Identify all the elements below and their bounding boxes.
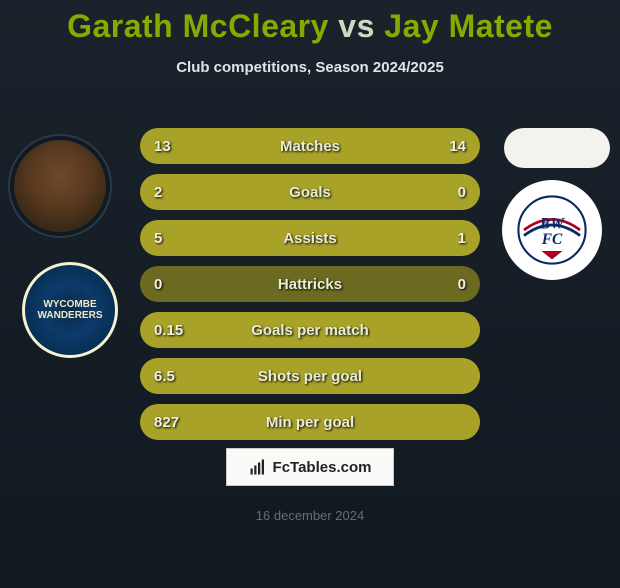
stat-row: 13Matches14 [140,128,480,164]
stats-container: 13Matches142Goals05Assists10Hattricks00.… [140,128,480,450]
stat-label: Min per goal [220,414,400,431]
svg-text:BW: BW [539,216,565,233]
player1-avatar [10,136,110,236]
stat-label: Goals per match [220,322,400,339]
player2-club-crest: BW FC [502,180,602,280]
page-title: Garath McCleary vs Jay Matete [0,8,620,45]
stat-row: 5Assists1 [140,220,480,256]
stat-value-left: 0.15 [140,322,220,339]
stat-label: Hattricks [220,276,400,293]
stat-value-right: 0 [400,276,480,293]
crest-left-text: WYCOMBE WANDERERS [25,299,115,321]
stat-value-right: 14 [400,138,480,155]
stat-value-left: 13 [140,138,220,155]
player1-club-crest: WYCOMBE WANDERERS [22,262,118,358]
stat-value-left: 0 [140,276,220,293]
stat-value-left: 6.5 [140,368,220,385]
stat-row: 827Min per goal [140,404,480,440]
branding-text: FcTables.com [273,459,372,476]
stat-value-right: 0 [400,184,480,201]
stat-value-left: 827 [140,414,220,431]
branding-badge: FcTables.com [226,448,394,486]
player1-name: Garath McCleary [67,8,329,44]
stat-row: 2Goals0 [140,174,480,210]
player2-name: Jay Matete [384,8,553,44]
stat-row: 0.15Goals per match [140,312,480,348]
stat-label: Goals [220,184,400,201]
svg-text:FC: FC [541,231,563,248]
stat-value-right: 1 [400,230,480,247]
player2-avatar [504,128,610,168]
stat-label: Assists [220,230,400,247]
chart-icon [249,458,267,476]
stat-row: 6.5Shots per goal [140,358,480,394]
stat-label: Shots per goal [220,368,400,385]
subtitle: Club competitions, Season 2024/2025 [0,59,620,76]
bwfc-crest-icon: BW FC [517,195,587,265]
stat-value-left: 5 [140,230,220,247]
stat-row: 0Hattricks0 [140,266,480,302]
stat-label: Matches [220,138,400,155]
date-label: 16 december 2024 [256,508,364,523]
vs-label: vs [338,8,375,44]
stat-value-left: 2 [140,184,220,201]
